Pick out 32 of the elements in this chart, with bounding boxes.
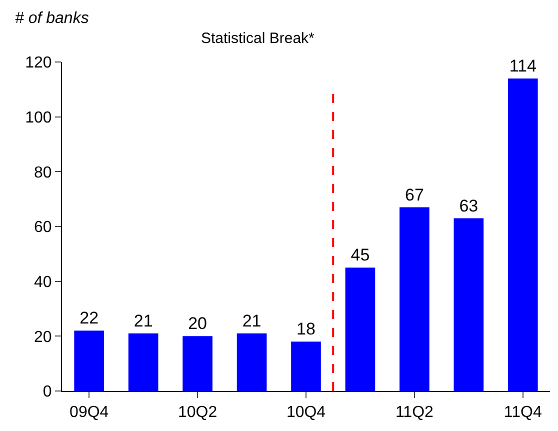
bar [345,268,376,391]
ref-line-label: Statistical Break* [201,30,315,47]
x-tick-label: 10Q4 [286,404,326,422]
data-label: 45 [350,246,370,265]
y-tick-label: 100 [25,109,52,126]
data-label: 22 [80,308,99,328]
y-tick-label: 80 [34,164,52,182]
bar [128,333,158,391]
bar [182,336,212,391]
y-axis-title: # of banks [15,10,89,27]
x-tick-label: 11Q4 [504,404,542,422]
bar [291,342,321,391]
bar [400,207,430,391]
bar [236,333,267,391]
data-label: 21 [134,311,153,330]
x-tick-label: 09Q4 [70,404,109,422]
y-tick-label: 0 [42,384,52,401]
y-tick-label: 60 [34,219,52,236]
bar [74,330,104,391]
data-label: 18 [296,320,316,339]
y-tick-label: 40 [34,274,52,291]
data-label: 63 [459,196,478,216]
data-label: 21 [242,311,262,330]
data-label: 20 [188,314,208,334]
y-tick-label: 20 [34,328,52,346]
bar [454,218,484,391]
bar [508,78,538,391]
x-tick-label: 11Q2 [395,404,434,422]
data-label: 114 [509,56,536,76]
data-label: 67 [404,185,424,204]
y-tick-label: 120 [25,54,52,72]
x-tick-label: 10Q2 [178,404,218,422]
